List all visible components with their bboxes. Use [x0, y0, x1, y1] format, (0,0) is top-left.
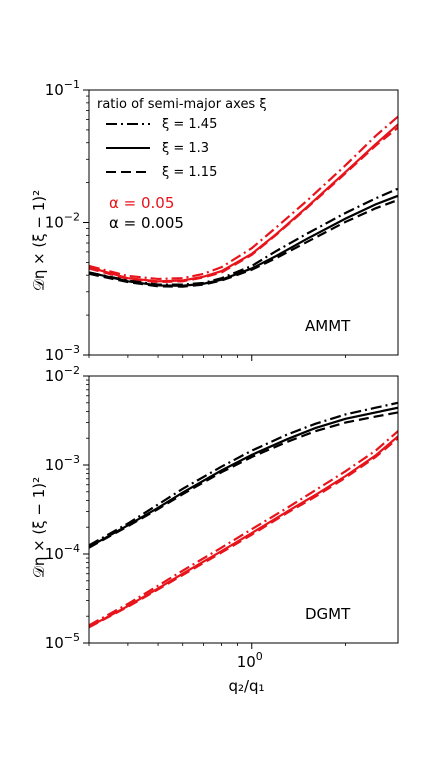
- legend-entry-label: ξ = 1.3: [162, 141, 209, 156]
- plot-frame: [88, 89, 399, 356]
- series-line-black-dashed: [89, 411, 398, 549]
- y-tick-label-mantissa: 10: [45, 214, 64, 232]
- y-tick-label-exponent: −3: [64, 453, 80, 466]
- y-tick-label-mantissa: 10: [45, 456, 64, 474]
- y-tick-label-mantissa: 10: [45, 634, 64, 652]
- legend-entry-label: ξ = 1.15: [162, 165, 217, 180]
- series-group: [89, 115, 398, 288]
- y-tick-label-mantissa: 10: [45, 367, 64, 385]
- y-axis-label: 𝒟η × (ξ − 1)²: [30, 190, 48, 291]
- x-tick-label-mantissa: 10: [237, 653, 256, 671]
- legend-entry-label: ξ = 1.45: [162, 117, 217, 132]
- y-tick-label-exponent: −2: [64, 364, 80, 377]
- y-tick-label: 10−3: [45, 343, 80, 364]
- legend: ratio of semi-major axes ξ ξ = 1.45 ξ = 1.…: [97, 97, 267, 232]
- x-tick-label: 100: [237, 650, 263, 671]
- alpha-label: α = 0.05: [109, 194, 174, 212]
- y-tick-label-mantissa: 10: [45, 545, 64, 563]
- plot-frame: [88, 375, 399, 644]
- x-axis-label: q₂/q₁: [228, 677, 264, 695]
- series-line-red-dashdot: [89, 430, 398, 627]
- x-tick-label-exponent: 0: [256, 650, 263, 663]
- series-line-red-dashed: [89, 126, 398, 284]
- series-line-black-dashdot: [89, 401, 398, 547]
- series-line-red-dashdot: [89, 115, 398, 281]
- panel-label: AMMT: [305, 317, 351, 335]
- series-line-black-solid: [89, 406, 398, 548]
- y-tick-label-exponent: −1: [64, 78, 80, 91]
- y-tick-label: 10−3: [45, 453, 80, 474]
- y-tick-label-exponent: −3: [64, 343, 80, 356]
- y-tick-label: 10−2: [45, 211, 80, 232]
- y-tick-label-exponent: −2: [64, 211, 80, 224]
- y-tick-label: 10−4: [45, 542, 80, 563]
- y-tick-label-exponent: −4: [64, 542, 80, 555]
- y-tick-label-mantissa: 10: [45, 346, 64, 364]
- series-line-black-dashed: [89, 198, 398, 288]
- y-tick-label-mantissa: 10: [45, 81, 64, 99]
- series-line-red-dashed: [89, 437, 398, 629]
- y-tick-label: 10−1: [45, 78, 80, 99]
- y-tick-label: 10−5: [45, 631, 80, 652]
- y-tick-label: 10−2: [45, 364, 80, 385]
- series-group: [89, 401, 398, 629]
- alpha-label: α = 0.005: [109, 214, 184, 232]
- y-tick-label-exponent: −5: [64, 631, 80, 644]
- series-line-red-solid: [89, 435, 398, 628]
- panel-label: DGMT: [305, 605, 351, 623]
- legend-title: ratio of semi-major axes ξ: [97, 97, 267, 112]
- y-axis-label: 𝒟η × (ξ − 1)²: [30, 477, 48, 578]
